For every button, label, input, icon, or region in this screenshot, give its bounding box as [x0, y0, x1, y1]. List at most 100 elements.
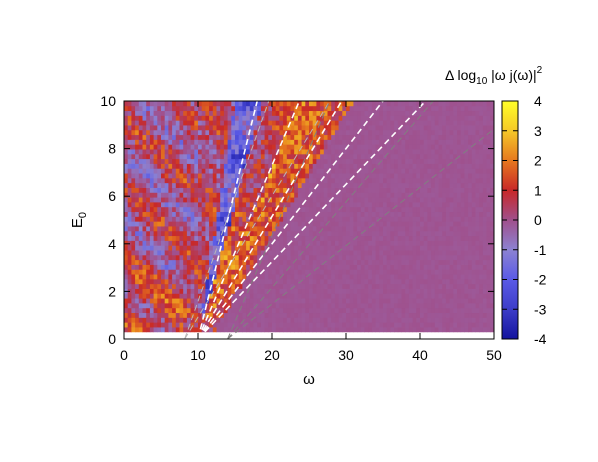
heatmap-cell	[124, 283, 129, 289]
heatmap-cell	[161, 177, 166, 184]
heatmap-cell	[327, 192, 332, 198]
heatmap-cell	[475, 110, 480, 116]
heatmap-cell	[127, 173, 132, 179]
heatmap-cell	[231, 221, 236, 227]
heatmap-cell	[479, 187, 484, 193]
heatmap-cell	[286, 149, 291, 155]
heatmap-cell	[305, 254, 310, 261]
heatmap-cell	[253, 317, 258, 323]
heatmap-cell	[360, 264, 365, 270]
heatmap-cell	[420, 240, 425, 246]
heatmap-cell	[257, 230, 262, 237]
heatmap-cell	[357, 115, 362, 121]
heatmap-cells	[124, 101, 494, 333]
heatmap-cell	[371, 250, 376, 256]
heatmap-cell	[209, 158, 214, 164]
heatmap-cell	[305, 168, 310, 174]
heatmap-cell	[401, 235, 406, 241]
heatmap-cell	[390, 288, 395, 294]
heatmap-cell	[179, 269, 184, 275]
heatmap-cell	[290, 197, 295, 203]
heatmap-cell	[153, 197, 158, 203]
heatmap-cell	[253, 125, 258, 131]
heatmap-cell	[294, 303, 299, 309]
heatmap-cell	[220, 149, 225, 155]
heatmap-cell	[138, 264, 143, 270]
heatmap-cell	[286, 206, 291, 213]
heatmap-cell	[394, 153, 399, 160]
heatmap-cell	[205, 264, 210, 270]
heatmap-cell	[242, 129, 247, 136]
heatmap-cell	[201, 303, 206, 309]
heatmap-cell	[138, 206, 143, 213]
heatmap-cell	[449, 120, 454, 126]
heatmap-cell	[242, 110, 247, 116]
heatmap-cell	[349, 322, 354, 328]
heatmap-cell	[486, 153, 491, 160]
heatmap-cell	[405, 322, 410, 328]
heatmap-cell	[416, 144, 421, 150]
heatmap-cell	[186, 240, 191, 246]
heatmap-cell	[290, 226, 295, 232]
heatmap-cell	[286, 221, 291, 227]
heatmap-cell	[186, 264, 191, 270]
heatmap-cell	[209, 288, 214, 294]
heatmap-cell	[353, 327, 358, 333]
heatmap-cell	[312, 307, 317, 314]
heatmap-cell	[423, 211, 428, 217]
heatmap-cell	[209, 173, 214, 179]
heatmap-cell	[209, 298, 214, 304]
heatmap-cell	[179, 206, 184, 213]
heatmap-cell	[172, 182, 177, 188]
heatmap-cell	[260, 250, 265, 256]
heatmap-cell	[253, 153, 258, 160]
heatmap-cell	[138, 235, 143, 241]
heatmap-cell	[275, 192, 280, 198]
heatmap-cell	[294, 322, 299, 328]
heatmap-cell	[183, 245, 188, 251]
heatmap-cell	[320, 288, 325, 294]
heatmap-cell	[124, 105, 129, 112]
heatmap-cell	[368, 129, 373, 136]
heatmap-cell	[227, 288, 232, 294]
heatmap-cell	[142, 139, 147, 145]
heatmap-cell	[172, 278, 177, 285]
heatmap-cell	[442, 187, 447, 193]
heatmap-cell	[475, 259, 480, 265]
heatmap-cell	[227, 245, 232, 251]
heatmap-cell	[386, 303, 391, 309]
heatmap-cell	[131, 110, 136, 116]
heatmap-cell	[423, 293, 428, 299]
heatmap-cell	[312, 158, 317, 164]
colorbar-tick-label: 2	[534, 153, 542, 169]
heatmap-cell	[334, 192, 339, 198]
heatmap-cell	[249, 168, 254, 174]
heatmap-cell	[346, 101, 351, 107]
heatmap-cell	[453, 197, 458, 203]
heatmap-cell	[231, 307, 236, 314]
heatmap-cell	[135, 115, 140, 121]
heatmap-cell	[490, 283, 494, 289]
heatmap-cell	[149, 312, 154, 318]
heatmap-cell	[183, 197, 188, 203]
heatmap-cell	[320, 250, 325, 256]
heatmap-cell	[275, 187, 280, 193]
heatmap-cell	[142, 202, 147, 208]
heatmap-cell	[453, 327, 458, 333]
heatmap-cell	[142, 158, 147, 164]
heatmap-cell	[257, 211, 262, 217]
heatmap-cell	[246, 129, 251, 136]
heatmap-cell	[457, 105, 462, 112]
heatmap-cell	[482, 158, 487, 164]
heatmap-cell	[135, 153, 140, 160]
heatmap-cell	[394, 322, 399, 328]
heatmap-cell	[286, 197, 291, 203]
heatmap-cell	[161, 312, 166, 318]
heatmap-cell	[338, 125, 343, 131]
heatmap-cell	[397, 250, 402, 256]
heatmap-cell	[190, 202, 195, 208]
heatmap-cell	[405, 158, 410, 164]
heatmap-cell	[201, 168, 206, 174]
heatmap-cell	[438, 230, 443, 237]
heatmap-cell	[453, 312, 458, 318]
